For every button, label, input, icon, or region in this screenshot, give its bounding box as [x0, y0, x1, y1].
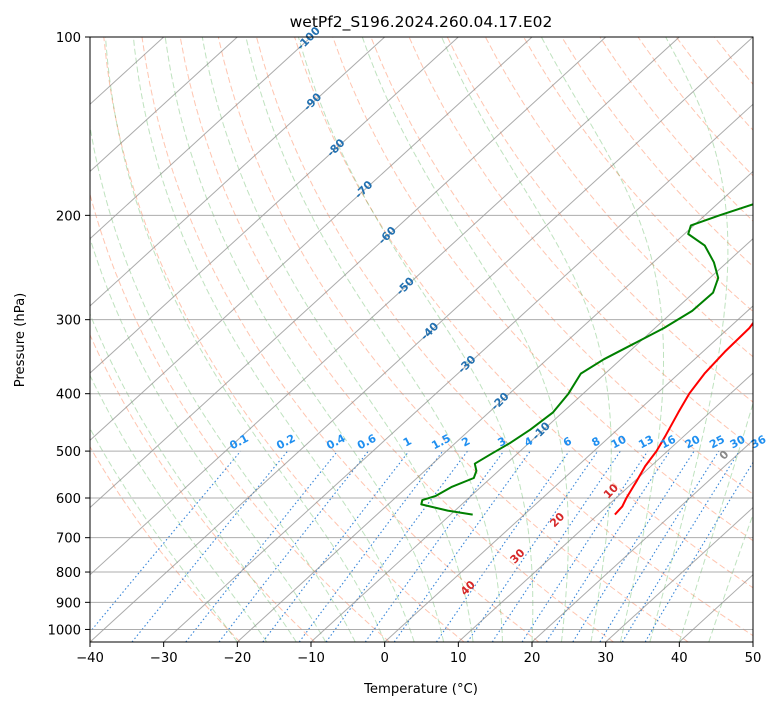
moist-adiabat — [90, 427, 238, 642]
moist-adiabat — [245, 37, 503, 642]
mixing-ratio-label: 25 — [707, 433, 727, 452]
dry-adiabat — [484, 37, 753, 358]
mixing-ratio-line — [298, 450, 444, 642]
dry-adiabat — [370, 37, 753, 495]
mixing-ratio-line — [262, 450, 410, 642]
dry-adiabat — [90, 445, 241, 642]
isotherm-line — [90, 37, 312, 240]
mixing-ratio-line — [521, 450, 649, 642]
x-tick-label: 30 — [597, 651, 614, 666]
dry-adiabat — [446, 37, 753, 403]
moist-adiabat — [90, 312, 297, 642]
y-tick-label: 700 — [56, 532, 81, 547]
y-tick-label: 900 — [56, 596, 81, 611]
dry-adiabat — [90, 192, 390, 642]
mixing-ratio-line — [185, 450, 339, 642]
plot-frame — [89, 36, 754, 643]
moist-adiabat — [105, 37, 386, 642]
mixing-ratio-line — [90, 450, 242, 633]
moist-adiabat — [90, 374, 268, 642]
moist-adiabat — [441, 37, 612, 642]
temperature-line — [614, 321, 753, 516]
moist-adiabat — [540, 37, 664, 642]
dry-adiabat — [90, 333, 316, 642]
isotherm-line — [90, 37, 238, 173]
isotherm-line — [90, 37, 753, 642]
mixing-ratio-line — [325, 450, 468, 642]
y-tick-label: 600 — [56, 492, 81, 507]
moist-adiabat — [678, 401, 753, 642]
dewpoint-line — [420, 203, 753, 516]
y-tick-label: 100 — [56, 31, 81, 46]
mixing-ratio-label: 36 — [749, 433, 769, 452]
mixing-ratio-label: 16 — [658, 433, 678, 452]
isotherm-line — [531, 439, 753, 642]
mixing-ratio-line — [467, 450, 599, 642]
mixing-ratio-line — [364, 450, 505, 642]
isotherm-line — [236, 170, 753, 642]
axis-ticks: −40 −30 −20 −10 0 10 20 30 40 50 100 200 300 400 500 60… — [47, 31, 761, 666]
isotherm-line — [163, 103, 753, 642]
isotherm-line — [90, 37, 533, 442]
mixing-ratio-label: 30 — [728, 433, 748, 452]
isotherm-line — [90, 37, 386, 307]
x-tick-label: 50 — [745, 651, 762, 666]
y-axis-label: Pressure (hPa) — [13, 293, 28, 388]
x-tick-label: 0 — [381, 651, 389, 666]
mixing-ratio-line — [572, 450, 695, 642]
x-tick-label: −30 — [150, 651, 178, 666]
mixing-ratio-label: 20 — [683, 433, 703, 452]
profile-lines — [420, 203, 753, 516]
x-tick-label: −10 — [297, 651, 325, 666]
isotherm-line — [457, 372, 753, 642]
dry-adiabat — [217, 37, 689, 642]
isotherm-line — [90, 37, 680, 576]
y-tick-label: 400 — [56, 388, 81, 403]
mixing-ratio-label: 10 — [609, 433, 629, 452]
mixing-ratio-line — [435, 450, 570, 642]
moist-adiabat — [361, 37, 569, 642]
x-tick-label: 10 — [450, 651, 467, 666]
y-tick-label: 300 — [56, 314, 81, 329]
mixing-ratio-line — [545, 450, 671, 642]
x-tick-label: −40 — [76, 651, 104, 666]
x-tick-label: −20 — [223, 651, 251, 666]
x-tick-label: 20 — [524, 651, 541, 666]
moist-adiabat — [201, 37, 474, 642]
mixing-ratio-label: 13 — [636, 433, 656, 452]
isotherm-line — [605, 506, 753, 642]
y-tick-label: 200 — [56, 209, 81, 224]
moist-adiabat — [90, 236, 327, 642]
x-tick-label: 40 — [671, 651, 688, 666]
isotherm-line — [90, 37, 607, 509]
y-tick-label: 800 — [56, 566, 81, 581]
dry-adiabat — [141, 37, 540, 642]
chart-title: wetPf2_S196.2024.260.04.17.E02 — [290, 13, 553, 32]
y-tick-label: 500 — [56, 445, 81, 460]
moist-adiabat — [90, 123, 356, 642]
grid-lines — [90, 37, 753, 642]
isotherm-line — [384, 305, 753, 642]
mixing-ratio-line — [621, 450, 740, 642]
moist-adiabat — [297, 37, 534, 642]
dry-adiabat — [256, 37, 753, 637]
mixing-ratio-line — [491, 450, 621, 642]
dry-adiabat — [103, 37, 465, 642]
isotherm-line — [90, 37, 459, 374]
moist-adiabat — [649, 37, 729, 642]
moist-adiabat — [164, 37, 445, 642]
mixing-ratio-line — [131, 450, 289, 642]
y-tick-label: 1000 — [47, 623, 81, 638]
dry-adiabat — [408, 37, 753, 449]
x-axis-label: Temperature (°C) — [363, 682, 478, 697]
